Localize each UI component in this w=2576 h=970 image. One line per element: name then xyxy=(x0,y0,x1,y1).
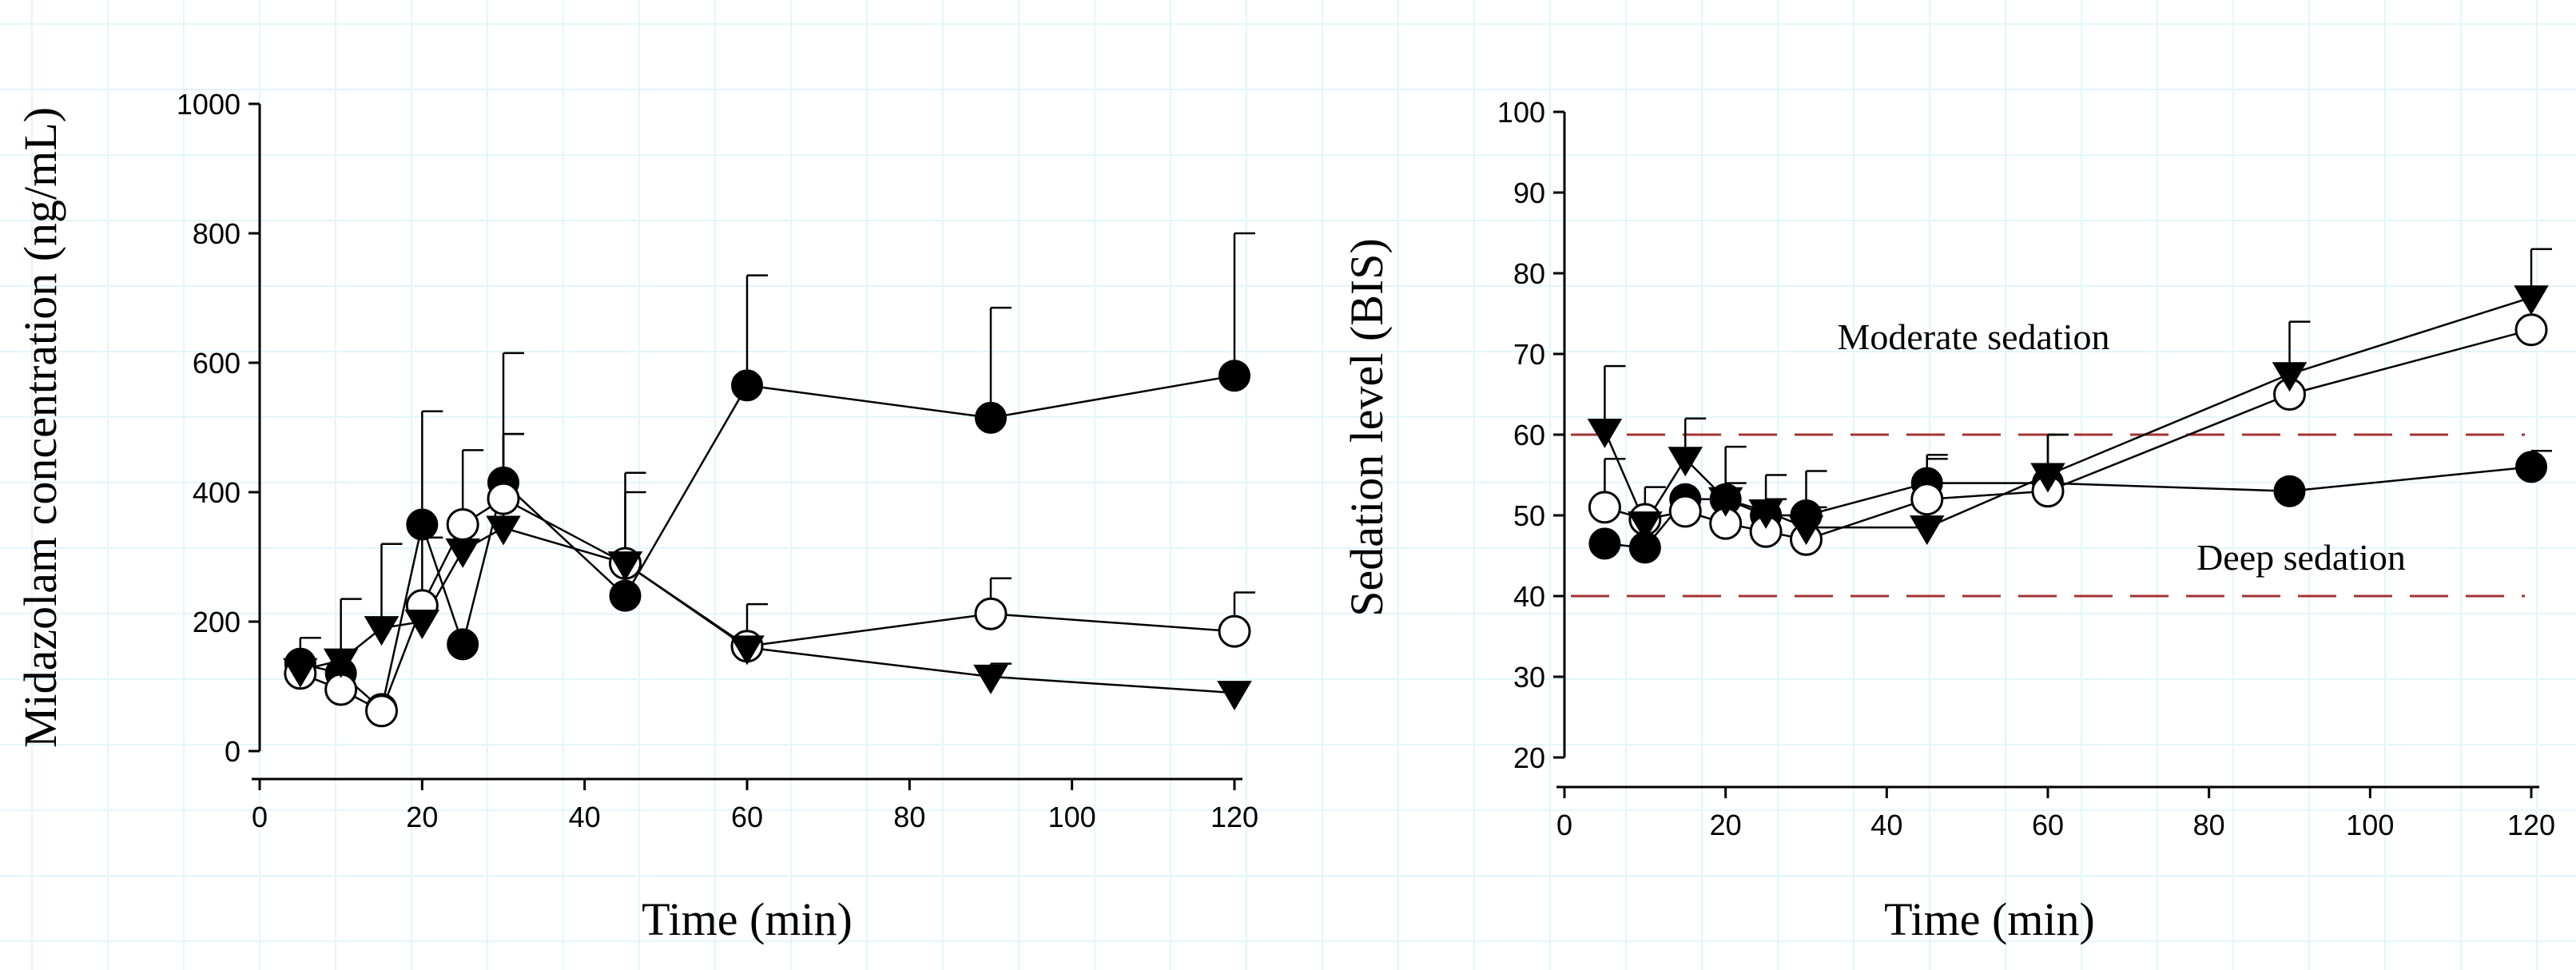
p0-point-open-circle xyxy=(487,482,520,515)
p0-y-tick-label: 200 xyxy=(193,606,241,638)
p0-point-filled-triangle xyxy=(404,610,440,639)
p0-point-filled-circle xyxy=(406,508,439,541)
p1-point-filled-triangle xyxy=(1587,418,1623,448)
concentration-panel: 0 200 400 600 800 1000 0 20 40 60 80 100 120 xyxy=(177,88,1258,833)
left-y-axis-title: Midazolam concentration (ng/mL) xyxy=(14,107,66,748)
right-x-axis-title: Time (min) xyxy=(1884,893,2095,945)
p0-series-line-filled-circle xyxy=(300,374,1235,711)
p0-x-tick-label: 100 xyxy=(1048,801,1096,833)
p0-point-filled-circle xyxy=(975,401,1007,434)
p0-point-filled-circle xyxy=(1218,360,1250,392)
p1-point-filled-triangle xyxy=(2030,463,2065,493)
p0-point-filled-triangle xyxy=(729,635,765,666)
p0-point-filled-triangle xyxy=(283,658,318,688)
p0-x-tick-label: 60 xyxy=(731,801,763,833)
moderate-sedation-label: Moderate sedation xyxy=(1837,316,2109,357)
p0-point-open-circle xyxy=(365,694,398,728)
p1-y-tick-label: 30 xyxy=(1513,661,1545,694)
p0-series-line-filled-triangle xyxy=(300,527,1235,694)
p0-series-line-open-circle xyxy=(300,497,1235,713)
p1-series-line-filled-triangle xyxy=(1604,296,2532,529)
p1-point-filled-triangle xyxy=(1910,515,1945,546)
p1-point-filled-triangle xyxy=(2272,362,2308,392)
p0-x-tick-label: 120 xyxy=(1210,801,1258,833)
p1-point-open-circle xyxy=(2514,313,2548,347)
p0-point-open-circle xyxy=(974,597,1008,630)
p0-point-filled-triangle xyxy=(607,551,643,582)
p0-point-open-circle xyxy=(446,508,479,541)
p1-point-open-circle xyxy=(1910,483,1944,516)
p1-point-open-circle xyxy=(1588,491,1621,524)
p0-y-tick-label: 400 xyxy=(193,476,241,509)
p0-y-tick-label: 1000 xyxy=(177,88,241,121)
p0-x-tick-label: 40 xyxy=(569,801,601,833)
p1-point-filled-triangle xyxy=(1628,511,1663,542)
p0-y-tick-label: 600 xyxy=(193,347,241,380)
sedation-panel: 20 30 40 50 60 70 80 90 100 0 20 40 60 80 100 120 xyxy=(1497,96,2555,841)
p0-point-open-circle xyxy=(324,673,358,706)
p1-x-tick-label: 20 xyxy=(1710,809,1742,841)
p1-x-tick-label: 60 xyxy=(2032,809,2064,841)
p1-series-line-open-circle xyxy=(1604,328,2532,541)
p1-point-filled-triangle xyxy=(2514,285,2549,316)
p1-point-filled-triangle xyxy=(1668,447,1703,477)
p0-point-open-circle xyxy=(1218,614,1251,648)
p0-point-filled-circle xyxy=(731,369,763,402)
p1-point-filled-circle xyxy=(2273,475,2306,507)
p0-x-tick-label: 20 xyxy=(406,801,438,833)
deep-sedation-label: Deep sedation xyxy=(2196,537,2406,578)
right-y-axis-title: Sedation level (BIS) xyxy=(1341,238,1393,617)
p1-series-line-filled-circle xyxy=(1604,466,2532,549)
p0-x-tick-label: 0 xyxy=(252,801,268,833)
p1-y-tick-label: 20 xyxy=(1513,741,1545,774)
p0-point-filled-triangle xyxy=(323,648,359,678)
p1-y-tick-label: 90 xyxy=(1513,177,1545,209)
p1-y-tick-label: 40 xyxy=(1513,580,1545,613)
p0-x-tick-label: 80 xyxy=(893,801,925,833)
p1-y-tick-label: 100 xyxy=(1497,96,1545,129)
p1-point-open-circle xyxy=(1668,495,1702,528)
p1-point-filled-triangle xyxy=(1748,499,1783,529)
p1-point-filled-circle xyxy=(1588,527,1621,560)
p0-y-tick-label: 800 xyxy=(193,217,241,250)
p0-point-filled-triangle xyxy=(1217,681,1252,711)
p0-point-filled-triangle xyxy=(445,538,480,568)
p1-x-tick-label: 120 xyxy=(2507,809,2555,841)
p1-x-tick-label: 100 xyxy=(2346,809,2394,841)
p0-point-filled-triangle xyxy=(973,664,1008,694)
left-x-axis-title: Time (min) xyxy=(642,893,853,945)
p1-point-filled-triangle xyxy=(1788,515,1824,546)
p0-point-filled-circle xyxy=(609,579,642,612)
p1-x-tick-label: 40 xyxy=(1870,809,1902,841)
p0-point-filled-circle xyxy=(447,628,479,661)
p1-x-tick-label: 80 xyxy=(2193,809,2225,841)
p0-point-filled-triangle xyxy=(486,515,521,546)
p1-x-tick-label: 0 xyxy=(1556,809,1572,841)
p0-point-filled-triangle xyxy=(364,616,400,646)
p1-y-tick-label: 50 xyxy=(1513,499,1545,532)
p1-point-filled-circle xyxy=(2515,451,2547,483)
p0-y-tick-label: 0 xyxy=(225,735,241,768)
p1-y-tick-label: 60 xyxy=(1513,419,1545,451)
p1-point-filled-triangle xyxy=(1707,487,1743,517)
p1-y-tick-label: 80 xyxy=(1513,257,1545,290)
p1-y-tick-label: 70 xyxy=(1513,338,1545,371)
